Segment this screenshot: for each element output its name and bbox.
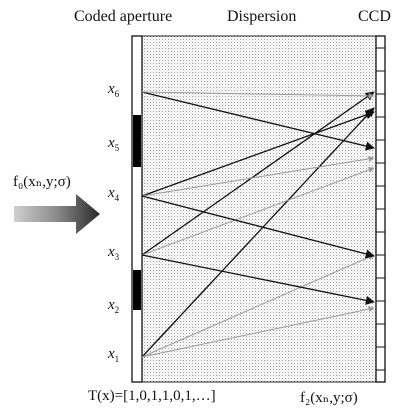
aperture-opaque-block <box>133 115 141 167</box>
header-dispersion: Dispersion <box>227 8 297 25</box>
dispersion-ray <box>141 167 375 256</box>
dispersion-ray <box>141 107 375 358</box>
dispersion-ray <box>141 254 375 358</box>
position-label: x4 <box>108 185 120 203</box>
dispersion-rays <box>141 91 375 358</box>
position-label: x6 <box>108 81 120 99</box>
aperture-blocks <box>133 115 141 310</box>
position-label: x5 <box>108 135 120 153</box>
position-label: x3 <box>108 244 120 262</box>
position-label: x1 <box>108 346 120 364</box>
dispersion-ray <box>141 155 375 197</box>
dispersion-ray <box>141 110 375 197</box>
dispersion-ray <box>141 306 375 358</box>
header-coded-aperture: Coded aperture <box>74 8 173 25</box>
header-ccd: CCD <box>358 8 391 25</box>
ccd-pixel-ticks <box>376 47 385 371</box>
output-signal-label: f₂(xₙ,y;σ) <box>300 390 358 406</box>
dispersion-ray <box>141 91 375 151</box>
dispersion-ray <box>141 254 375 305</box>
dispersion-ray <box>141 91 375 99</box>
dispersion-ray <box>141 91 375 256</box>
dispersion-ray <box>141 195 375 259</box>
coded-aperture-strip <box>131 35 143 383</box>
transmission-function-label: T(x)=[1,0,1,1,0,1,…] <box>88 388 216 404</box>
input-arrow <box>14 194 100 234</box>
aperture-opaque-block <box>133 270 141 310</box>
position-label: x2 <box>108 297 120 315</box>
input-signal-label: f₀(xₙ,y;σ) <box>13 174 71 190</box>
dispersion-region <box>141 35 377 383</box>
